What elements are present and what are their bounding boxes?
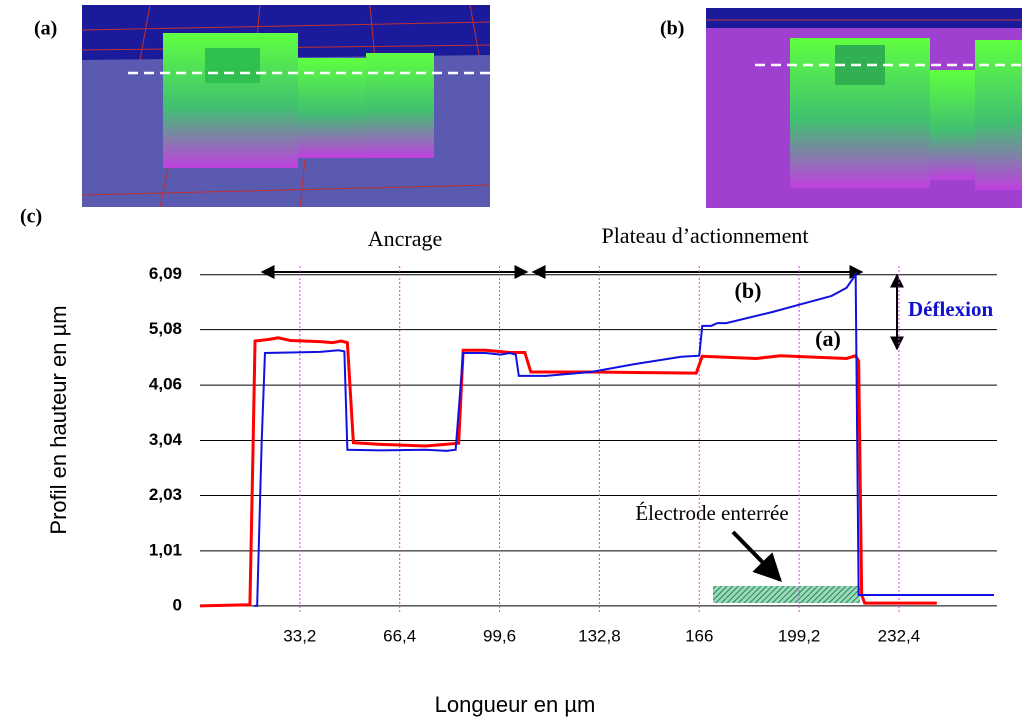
y-tick-label: 3,04: [149, 430, 183, 449]
data-line: [254, 271, 994, 607]
y-tick-label: 4,06: [149, 375, 182, 394]
y-tick-label: 5,08: [149, 319, 182, 338]
y-tick-label: 6,09: [149, 264, 182, 283]
image-a: [81, 4, 491, 208]
panel-label: (c): [20, 206, 42, 228]
y-tick-label: 2,03: [149, 485, 182, 504]
annotation: Déflexion: [908, 297, 993, 321]
panel-label: (a): [34, 18, 57, 40]
x-tick-label: 66,4: [383, 626, 416, 645]
annotation: Ancrage: [368, 226, 443, 251]
y-tick-label: 1,01: [149, 540, 182, 559]
image-b: [706, 8, 1022, 208]
x-axis-label: Longueur en µm: [435, 692, 596, 717]
series-label: (a): [815, 326, 841, 351]
y-tick-label: 0: [173, 595, 182, 614]
x-tick-label: 199,2: [778, 626, 821, 645]
x-tick-label: 232,4: [878, 626, 921, 645]
data-line: [199, 336, 937, 608]
annotation: Plateau d’actionnement: [601, 223, 808, 248]
x-tick-label: 166: [685, 626, 713, 645]
x-tick-label: 132,8: [578, 626, 621, 645]
x-tick-label: 99,6: [483, 626, 516, 645]
y-axis-label: Profil en hauteur en µm: [46, 305, 71, 534]
x-tick-label: 33,2: [283, 626, 316, 645]
annotation: Électrode enterrée: [635, 501, 788, 525]
panel-label: (b): [660, 18, 684, 40]
electrode: [713, 586, 860, 603]
series-label: (b): [735, 278, 762, 303]
electrode-arrow: [731, 530, 782, 583]
